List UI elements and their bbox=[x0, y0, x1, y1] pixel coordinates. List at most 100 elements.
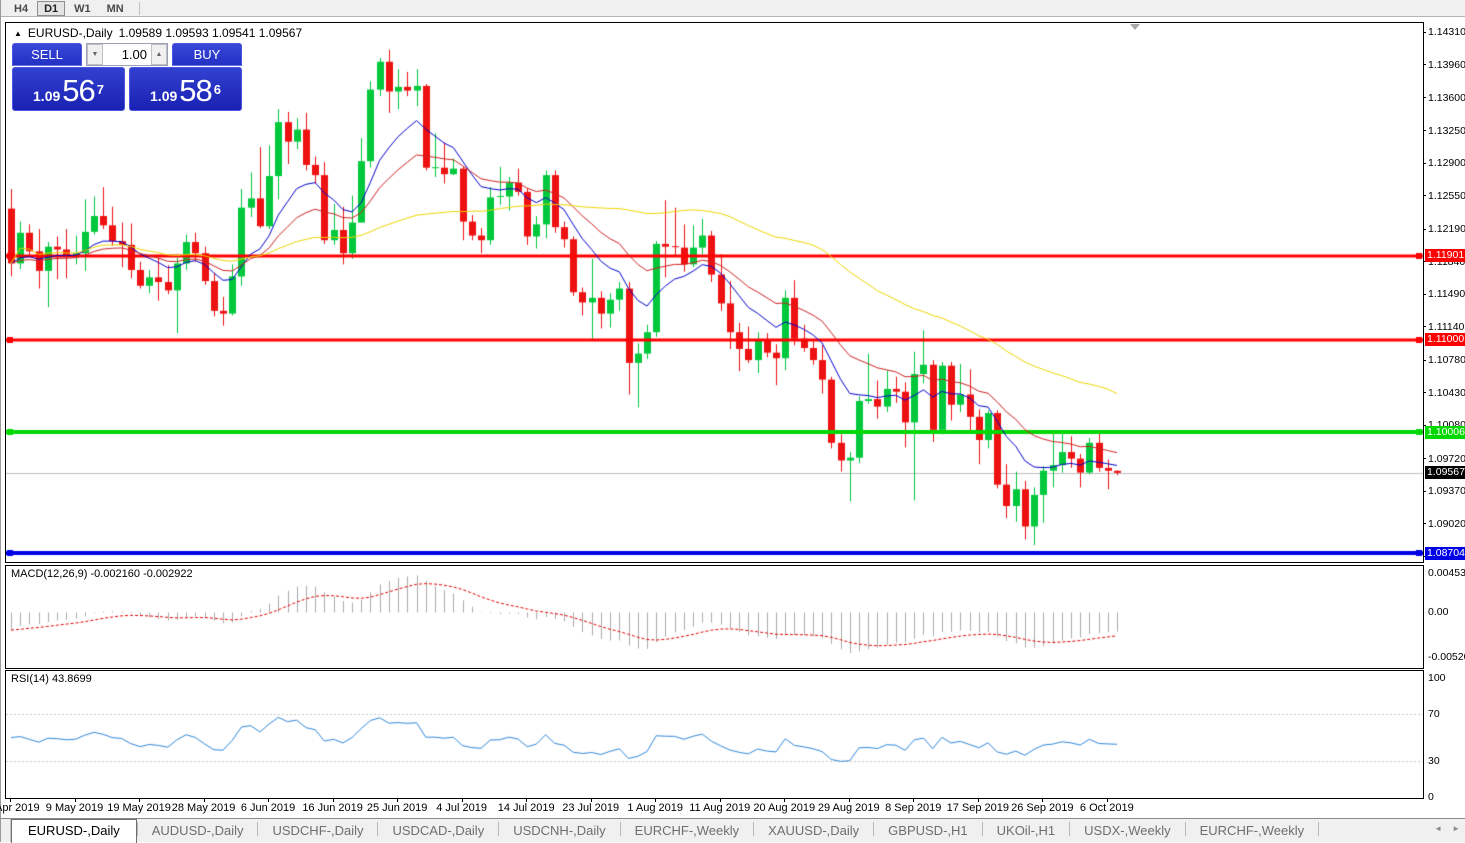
tab-divider bbox=[1069, 821, 1071, 836]
volume-increase-button[interactable]: ▲ bbox=[151, 44, 167, 65]
sell-price-box[interactable]: 1.09 56 7 bbox=[12, 67, 125, 111]
macd-canvas[interactable] bbox=[6, 566, 1423, 668]
spinner-up-icon: ▲ bbox=[155, 51, 163, 58]
expander-triangle-icon[interactable]: ▲ bbox=[14, 28, 22, 38]
tab-divider bbox=[753, 821, 755, 836]
tab-divider bbox=[1184, 821, 1186, 836]
buy-button[interactable]: BUY bbox=[172, 43, 242, 66]
date-axis-tickmark bbox=[461, 799, 463, 802]
volume-decrease-button[interactable]: ▼ bbox=[87, 44, 103, 65]
date-axis-tickmark bbox=[1042, 799, 1044, 802]
chart-shift-marker-icon[interactable] bbox=[1130, 24, 1140, 30]
buy-price-big: 58 bbox=[179, 73, 212, 108]
date-axis-tickmark bbox=[526, 799, 528, 802]
price-axis-tickmark bbox=[1423, 64, 1426, 66]
chart-tab-usdx-weekly[interactable]: USDX-,Weekly bbox=[1084, 822, 1171, 838]
date-axis-tickmark bbox=[268, 799, 270, 802]
timeframe-button-w1[interactable]: W1 bbox=[74, 2, 91, 15]
buy-price-sup: 6 bbox=[213, 82, 221, 97]
one-click-trading-widget: SELL ▼ 1.00 ▲ BUY 1.09 56 7 1.09 58 6 bbox=[12, 43, 248, 113]
sell-price-big: 56 bbox=[62, 73, 95, 108]
date-axis-tickmark bbox=[784, 799, 786, 802]
rsi-canvas[interactable] bbox=[6, 671, 1423, 798]
price-axis-tickmark bbox=[1423, 130, 1426, 132]
timeframe-button-h4[interactable]: H4 bbox=[14, 2, 29, 15]
tab-divider bbox=[619, 821, 621, 836]
tab-divider bbox=[873, 821, 875, 836]
chart-tab-ukoil-h1[interactable]: UKOil-,H1 bbox=[996, 822, 1056, 838]
symbol-header: ▲ EURUSD-,Daily 1.09589 1.09593 1.09541 … bbox=[14, 26, 302, 40]
hline-price-tag: 1.11901 bbox=[1425, 249, 1465, 263]
chart-tab-xauusd-daily[interactable]: XAUUSD-,Daily bbox=[768, 822, 860, 838]
price-axis[interactable]: 1.14310 1.13960 1.13600 1.13250 1.12900 1.125… bbox=[1423, 18, 1465, 818]
date-axis-tickmark bbox=[10, 799, 11, 802]
price-axis-tick: 1.10430 bbox=[1428, 386, 1465, 399]
price-axis-tick: 1.14310 bbox=[1428, 26, 1465, 38]
rsi-indicator-panel: RSI(14) 43.8699 bbox=[5, 670, 1424, 799]
date-axis-label: 6 Jun 2019 bbox=[240, 802, 296, 814]
date-axis-tickmark bbox=[977, 799, 979, 802]
price-axis-tick: 1.09720 bbox=[1428, 452, 1465, 465]
date-axis-tickmark bbox=[203, 799, 205, 802]
date-axis-tickmark bbox=[1106, 799, 1108, 802]
tab-divider bbox=[377, 821, 379, 836]
main-chart-panel: ▲ EURUSD-,Daily 1.09589 1.09593 1.09541 … bbox=[5, 22, 1424, 563]
price-axis-tickmark bbox=[1423, 195, 1426, 197]
symbol-ohlc-values: 1.09589 1.09593 1.09541 1.09567 bbox=[118, 26, 303, 40]
price-axis-tick: 1.13600 bbox=[1428, 91, 1465, 104]
date-axis-tickmark bbox=[139, 799, 141, 802]
price-axis-tickmark bbox=[1423, 458, 1426, 460]
macd-indicator-panel: MACD(12,26,9) -0.002160 -0.002922 bbox=[5, 565, 1424, 669]
tab-divider bbox=[1318, 821, 1320, 836]
price-axis-tick: 1.13250 bbox=[1428, 124, 1465, 137]
tab-scroll-right-icon[interactable]: ► bbox=[1452, 824, 1460, 833]
rsi-axis-tick: 70 bbox=[1428, 707, 1440, 720]
date-axis-label: 23 Jul 2019 bbox=[562, 802, 620, 814]
volume-spinner: ▼ 1.00 ▲ bbox=[86, 43, 168, 66]
tab-divider bbox=[136, 821, 138, 836]
price-axis-tickmark bbox=[1423, 228, 1426, 230]
date-axis-tickmark bbox=[332, 799, 334, 802]
macd-axis-tick: 0.00 bbox=[1428, 606, 1449, 618]
macd-axis-tick: -0.005205 bbox=[1428, 650, 1465, 663]
timeframe-button-d1[interactable]: D1 bbox=[37, 0, 66, 16]
rsi-axis-tick: 30 bbox=[1428, 755, 1440, 768]
tab-scroll-left-icon[interactable]: ◄ bbox=[1434, 824, 1443, 833]
date-axis-label: 20 Aug 2019 bbox=[753, 802, 816, 814]
date-axis-label: 6 Oct 2019 bbox=[1079, 802, 1134, 814]
chart-tab-bar: EURUSD-,Daily AUDUSD-,Daily USDCHF-,Daily U… bbox=[1, 818, 1465, 843]
tabbar-spacer bbox=[1, 819, 11, 842]
sell-price-sup: 7 bbox=[96, 82, 104, 97]
price-axis-tick: 1.10780 bbox=[1428, 354, 1465, 367]
chart-tab-eurchf-weekly[interactable]: EURCHF-,Weekly bbox=[634, 822, 740, 838]
date-axis-label: 28 May 2019 bbox=[171, 802, 236, 814]
chart-tab-gbpusd-h1[interactable]: GBPUSD-,H1 bbox=[888, 822, 968, 838]
date-axis-label: 19 May 2019 bbox=[107, 802, 171, 814]
chart-tab-usdcnh-daily[interactable]: USDCNH-,Daily bbox=[513, 822, 606, 838]
main-chart-canvas[interactable] bbox=[6, 23, 1423, 562]
tab-divider bbox=[498, 821, 500, 836]
buy-price-box[interactable]: 1.09 58 6 bbox=[129, 67, 242, 111]
price-axis-tickmark bbox=[1423, 97, 1426, 99]
buy-price-small: 1.09 bbox=[150, 88, 178, 104]
rsi-axis-tick: 0 bbox=[1428, 791, 1434, 803]
chart-tab-audusd-daily[interactable]: AUDUSD-,Daily bbox=[151, 822, 244, 838]
sell-button[interactable]: SELL bbox=[12, 43, 82, 66]
date-axis-label: 14 Jul 2019 bbox=[497, 802, 555, 814]
chart-tab-usdcad-daily[interactable]: USDCAD-,Daily bbox=[392, 822, 485, 838]
chart-tab-usdchf-daily[interactable]: USDCHF-,Daily bbox=[272, 822, 364, 838]
timeframe-button-mn[interactable]: MN bbox=[106, 2, 124, 15]
price-axis-tick: 1.12550 bbox=[1428, 189, 1465, 202]
date-axis-tickmark bbox=[397, 799, 399, 802]
tab-divider bbox=[257, 821, 259, 836]
volume-input[interactable]: 1.00 bbox=[103, 44, 151, 65]
date-axis-tickmark bbox=[719, 799, 721, 802]
chart-tab-eurusd-daily[interactable]: EURUSD-,Daily bbox=[11, 819, 137, 843]
date-axis-tickmark bbox=[913, 799, 915, 802]
spinner-down-icon: ▼ bbox=[91, 51, 99, 58]
chart-tab-eurchf-weekly[interactable]: EURCHF-,Weekly bbox=[1199, 822, 1305, 838]
tab-scroll-arrows: ◄ ► bbox=[1434, 824, 1460, 833]
price-axis-tick: 1.13960 bbox=[1428, 58, 1465, 71]
